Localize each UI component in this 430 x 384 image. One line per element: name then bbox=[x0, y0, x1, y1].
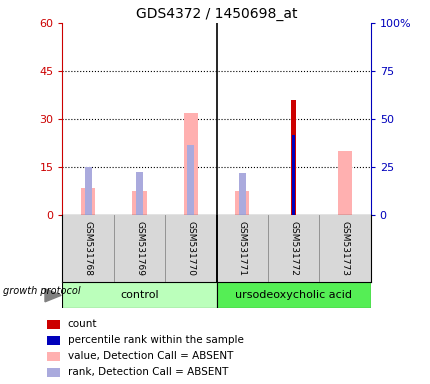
Text: GSM531772: GSM531772 bbox=[289, 221, 298, 276]
Text: GSM531773: GSM531773 bbox=[340, 221, 349, 276]
Text: value, Detection Call = ABSENT: value, Detection Call = ABSENT bbox=[68, 351, 233, 361]
Bar bbox=[47, 352, 60, 361]
Bar bbox=[187, 145, 194, 215]
Bar bbox=[132, 191, 146, 215]
Text: GSM531771: GSM531771 bbox=[237, 221, 246, 276]
Bar bbox=[81, 188, 95, 215]
Bar bbox=[47, 367, 60, 377]
Bar bbox=[47, 319, 60, 329]
Text: growth protocol: growth protocol bbox=[3, 286, 80, 296]
Bar bbox=[291, 100, 295, 215]
Text: ursodeoxycholic acid: ursodeoxycholic acid bbox=[235, 290, 351, 300]
Polygon shape bbox=[45, 289, 61, 302]
Bar bbox=[183, 113, 198, 215]
Bar bbox=[84, 167, 92, 215]
Text: GSM531770: GSM531770 bbox=[186, 221, 195, 276]
Text: count: count bbox=[68, 319, 97, 329]
FancyBboxPatch shape bbox=[216, 282, 370, 308]
Text: rank, Detection Call = ABSENT: rank, Detection Call = ABSENT bbox=[68, 367, 227, 377]
Text: percentile rank within the sample: percentile rank within the sample bbox=[68, 335, 243, 345]
Bar bbox=[135, 172, 143, 215]
Text: GSM531768: GSM531768 bbox=[83, 221, 92, 276]
Bar bbox=[238, 174, 245, 215]
Bar bbox=[337, 151, 351, 215]
Text: control: control bbox=[120, 290, 159, 300]
Title: GDS4372 / 1450698_at: GDS4372 / 1450698_at bbox=[135, 7, 297, 21]
Bar bbox=[47, 336, 60, 344]
Bar bbox=[291, 135, 295, 215]
Bar bbox=[234, 191, 249, 215]
Text: GSM531769: GSM531769 bbox=[135, 221, 144, 276]
FancyBboxPatch shape bbox=[62, 282, 216, 308]
